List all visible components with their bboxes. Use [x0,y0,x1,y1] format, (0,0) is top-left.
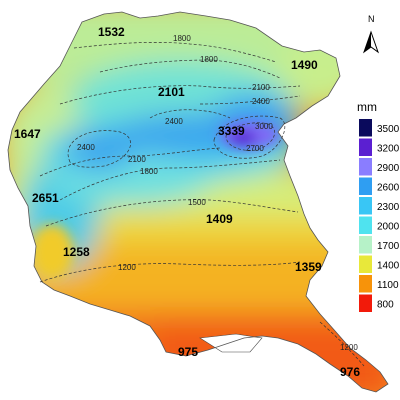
station-value-1532: 1532 [98,25,125,39]
isohyet-label: 1800 [173,34,191,43]
legend-swatch [359,255,372,273]
isohyet-3000-ring [225,122,275,151]
legend-swatch [359,138,372,156]
legend-label: 2000 [377,222,400,233]
legend-label: 800 [377,300,394,311]
isohyet-1200-east [319,321,365,367]
legend-swatches: 3500 3200 2900 2600 2300 2000 1700 1400 1100 800 [359,119,400,312]
legend-label: 3500 [377,124,400,135]
legend: mm 3500 3200 2900 2600 2300 2000 1700 1400 1100 8… [357,100,400,312]
isohyet-label: 3000 [255,122,273,131]
isohyet-1800-north [73,42,277,63]
north-label: N [368,14,375,24]
isohyet-2400-ring-west [67,130,131,168]
isohyet-label: 1200 [118,263,136,272]
station-value-1409: 1409 [206,212,233,226]
legend-swatch [359,177,372,195]
station-value-1258: 1258 [63,245,90,259]
legend-swatch [359,197,372,215]
legend-label: 1700 [377,241,400,252]
station-value-1490: 1490 [291,58,318,72]
legend-unit: mm [357,100,377,114]
legend-label: 1100 [377,280,399,291]
legend-swatch [359,275,372,293]
station-value-3339: 3339 [218,124,245,138]
station-value-2101: 2101 [158,85,185,99]
north-arrow: N [363,14,379,54]
legend-label: 2300 [377,202,400,213]
legend-label: 2900 [377,163,400,174]
isohyet-label: 2100 [252,83,270,92]
isohyet-1800-north2 [99,59,281,79]
station-value-1359: 1359 [295,260,322,274]
region-outline [7,11,389,393]
isohyet-1500 [45,199,299,227]
isohyet-2400-ring-central [149,109,231,119]
station-value-975: 975 [178,345,198,359]
legend-swatch [359,158,372,176]
isohyet-2100-south [39,147,221,177]
isohyet-lines [39,42,365,367]
isohyet-label: 2700 [246,144,264,153]
isohyet-labels: 1800 1800 2100 2400 2400 3000 2700 2400 … [77,34,358,352]
isohyet-label: 1800 [140,167,158,176]
isohyet-label: 2400 [252,97,270,106]
legend-swatch [359,236,372,254]
station-value-976: 976 [340,365,360,379]
legend-swatch [359,119,372,137]
isohyet-2100-north [59,85,301,105]
isohyet-label: 2400 [165,117,183,126]
isohyet-label: 1500 [188,198,206,207]
legend-swatch [359,294,372,312]
isohyet-2700-ring [213,115,286,159]
legend-label: 3200 [377,144,400,155]
station-value-1647: 1647 [14,127,41,141]
station-values: 1532 1490 2101 1647 3339 2651 1409 1258 … [14,25,360,379]
legend-label: 2600 [377,183,400,194]
isohyet-label: 2100 [128,155,146,164]
station-value-2651: 2651 [32,191,59,205]
isohyet-1200-central [39,261,301,283]
legend-swatch [359,216,372,234]
isohyet-2400-north [199,95,301,105]
isohyet-label: 1800 [200,55,218,64]
legend-label: 1400 [377,261,400,272]
isohyet-label: 1200 [340,343,358,352]
isohyet-1800-south [59,159,281,201]
isohyet-label: 2400 [77,143,95,152]
